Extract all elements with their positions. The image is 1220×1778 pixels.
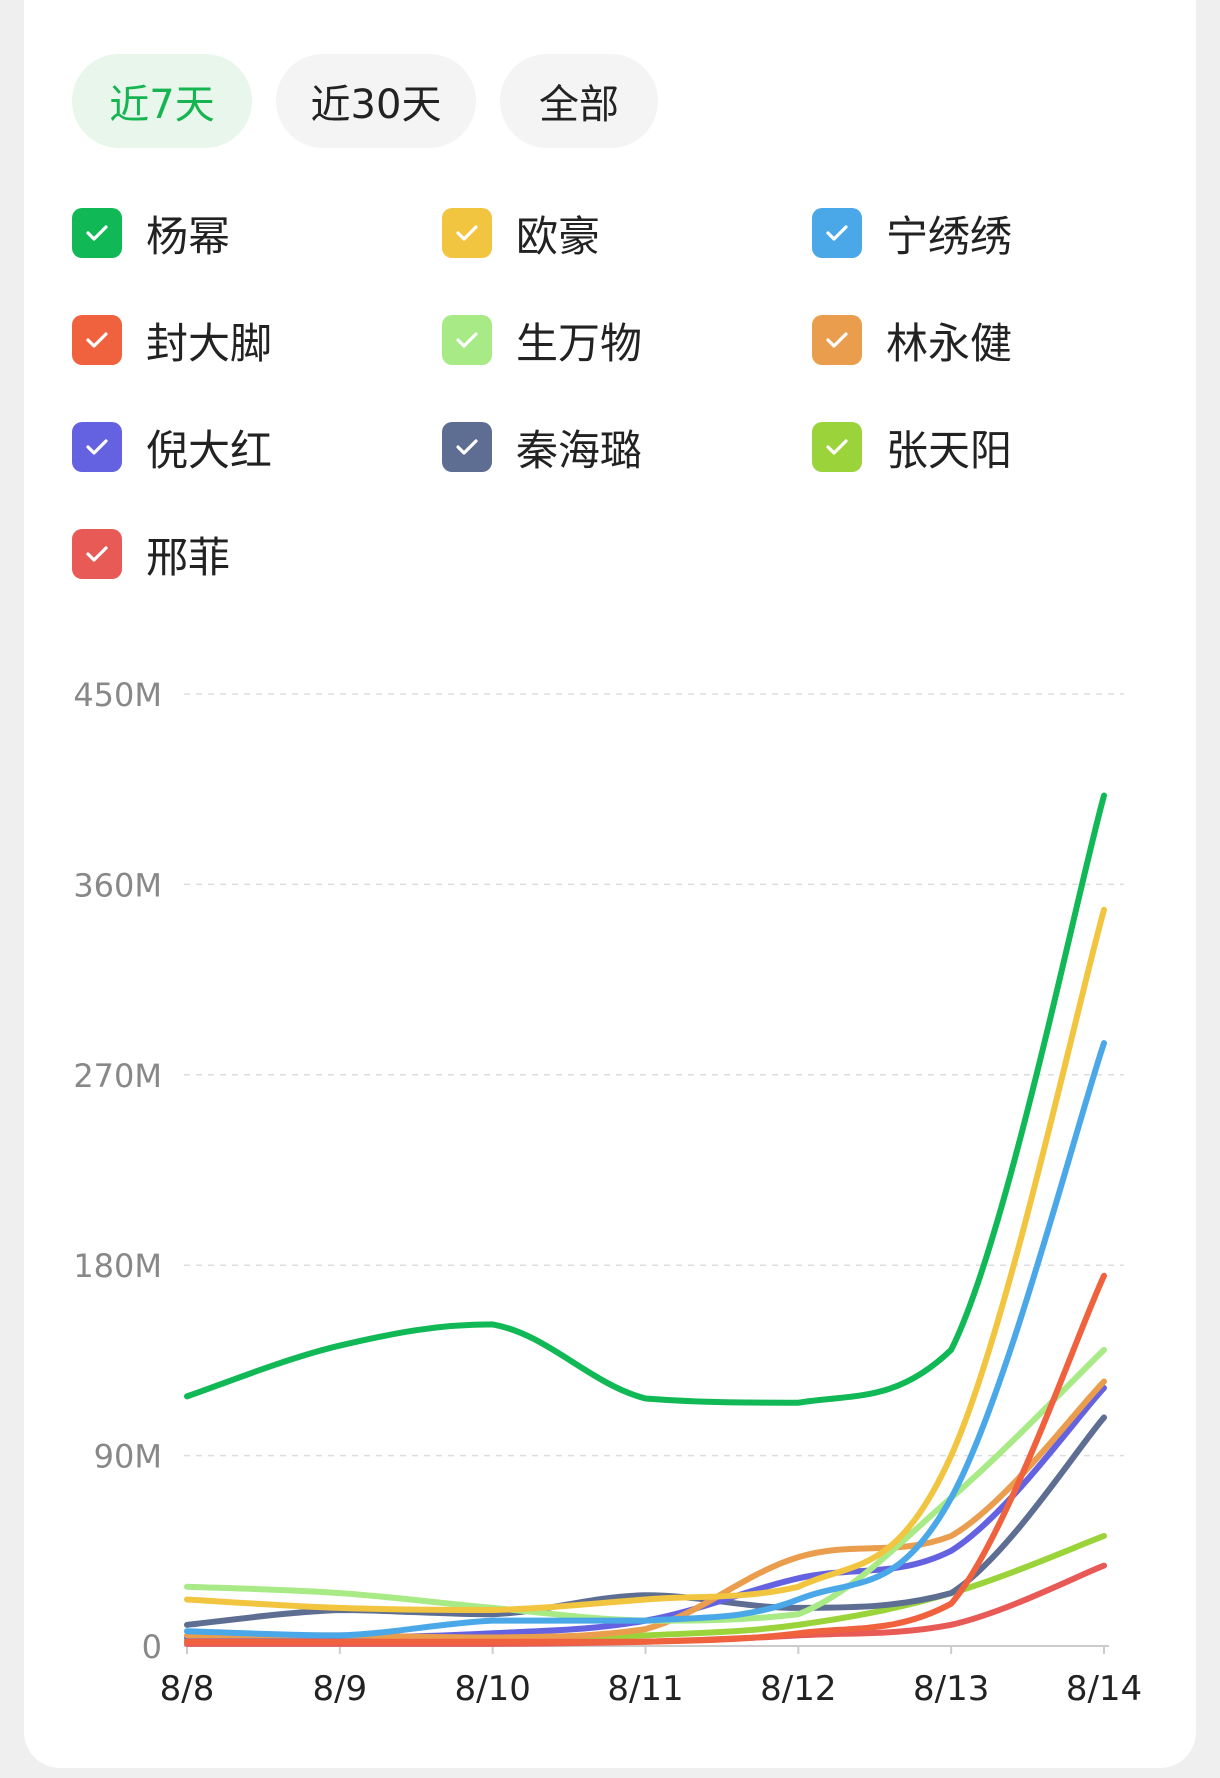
- legend-label: 生万物: [516, 318, 643, 368]
- legend-checkbox[interactable]: [72, 315, 122, 365]
- legend-checkbox[interactable]: [812, 208, 862, 258]
- legend-label: 林永健: [886, 318, 1013, 368]
- legend-item[interactable]: 生万物: [442, 312, 642, 368]
- legend-checkbox[interactable]: [442, 422, 492, 472]
- line-chart: 0 90M 180M 270M 360M 450M 8/8 8/9 8/10 8/11 8/12 8/…: [73, 676, 1142, 1709]
- legend-item[interactable]: 封大脚: [72, 312, 272, 368]
- legend-checkbox[interactable]: [442, 315, 492, 365]
- tab-all[interactable]: 全部: [500, 54, 658, 148]
- legend-item[interactable]: 秦海璐: [442, 419, 642, 475]
- check-icon: [456, 332, 478, 348]
- check-icon: [456, 225, 478, 241]
- legend-item[interactable]: 欧豪: [442, 205, 600, 261]
- tab-7-days[interactable]: 近7天: [72, 54, 252, 148]
- x-tick-label: 8/14: [1066, 1669, 1142, 1709]
- legend-checkbox[interactable]: [72, 422, 122, 472]
- y-tick-label: 360M: [73, 866, 162, 904]
- x-tick-label: 8/9: [312, 1669, 367, 1709]
- series-line: [184, 1040, 1107, 1639]
- y-tick-label: 0: [142, 1628, 162, 1666]
- legend-item[interactable]: 倪大红: [72, 419, 272, 475]
- legend-label: 邢菲: [146, 532, 231, 582]
- check-icon: [86, 225, 108, 241]
- x-tick-label: 8/8: [160, 1669, 215, 1709]
- time-range-tabs: 近7天 近30天 全部: [72, 54, 658, 148]
- y-tick-label: 90M: [94, 1438, 162, 1476]
- tab-30-days[interactable]: 近30天: [276, 54, 476, 148]
- legend-label: 杨幂: [146, 211, 231, 261]
- check-icon: [826, 225, 848, 241]
- legend-label: 倪大红: [146, 425, 273, 475]
- y-tick-label: 180M: [73, 1247, 162, 1285]
- series-line: [184, 1272, 1107, 1645]
- legend-checkbox[interactable]: [72, 208, 122, 258]
- legend-label: 封大脚: [146, 318, 273, 368]
- legend-label: 张天阳: [886, 425, 1013, 475]
- check-icon: [86, 332, 108, 348]
- y-tick-label: 270M: [73, 1057, 162, 1095]
- x-tick-label: 8/13: [913, 1669, 989, 1709]
- x-tick-label: 8/10: [454, 1669, 530, 1709]
- y-tick-label: 450M: [73, 676, 162, 714]
- legend-item[interactable]: 林永健: [812, 312, 1012, 368]
- legend-item[interactable]: 张天阳: [812, 419, 1012, 475]
- check-icon: [826, 332, 848, 348]
- legend-label: 宁绣绣: [886, 211, 1013, 261]
- legend-label: 秦海璐: [516, 425, 643, 475]
- legend-checkbox[interactable]: [72, 529, 122, 579]
- legend-checkbox[interactable]: [812, 315, 862, 365]
- check-icon: [826, 439, 848, 455]
- legend-checkbox[interactable]: [442, 208, 492, 258]
- chart-card: 近7天 近30天 全部 杨幂 欧豪 宁绣绣 封大脚 生万物 林永健 倪大红 秦海璐 张天阳 邢菲 …: [24, 0, 1196, 1768]
- check-icon: [456, 439, 478, 455]
- series-line: [184, 792, 1107, 1406]
- series-line: [184, 906, 1107, 1614]
- legend-label: 欧豪: [516, 211, 601, 261]
- x-tick-label: 8/12: [760, 1669, 836, 1709]
- legend-item[interactable]: 杨幂: [72, 205, 230, 261]
- legend-item[interactable]: 宁绣绣: [812, 205, 1012, 261]
- x-tick-label: 8/11: [607, 1669, 683, 1709]
- check-icon: [86, 439, 108, 455]
- check-icon: [86, 546, 108, 562]
- legend-checkbox[interactable]: [812, 422, 862, 472]
- legend-item[interactable]: 邢菲: [72, 526, 230, 582]
